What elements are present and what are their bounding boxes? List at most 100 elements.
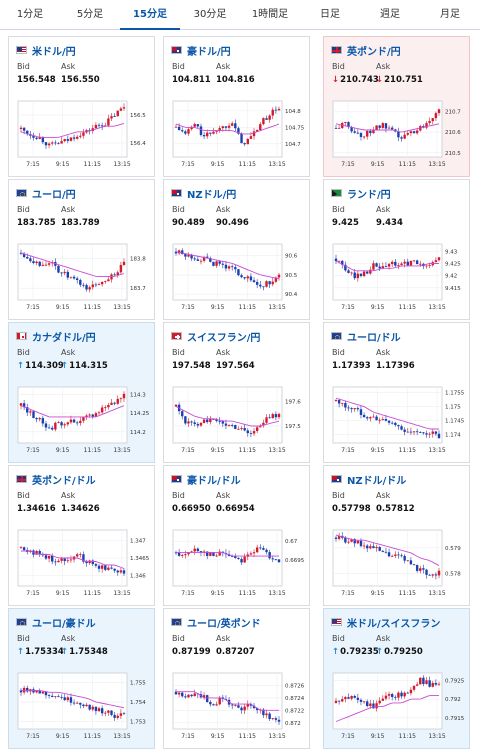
tab-3[interactable]: 15分足 <box>120 0 180 30</box>
candle-body <box>359 409 363 415</box>
candle-body <box>252 705 256 709</box>
rate-card-usdjpy[interactable]: 米ドル/円 Bid 156.548 Ask 156.550 7:15 9:15 11:15 13… <box>8 36 155 177</box>
tab-7[interactable]: 週足 <box>380 9 400 20</box>
candle-body <box>184 416 187 424</box>
bid-number: 1.75334 <box>25 647 64 657</box>
y-tick-label: 210.7 <box>445 109 461 115</box>
candle-body <box>38 136 41 139</box>
currency-pair-link[interactable]: ランド/円 <box>331 186 391 201</box>
x-tick-label: 9:15 <box>211 161 225 168</box>
candle-body <box>403 429 406 432</box>
candle-body <box>375 703 378 709</box>
rate-card-gbpusd[interactable]: 英ポンド/ドル Bid 1.34616 Ask 1.34626 7:15 9:15 11:15… <box>8 465 155 606</box>
candle-body <box>419 677 422 685</box>
bid-label: Bid <box>172 348 185 357</box>
candle-body <box>91 414 94 417</box>
candle-body <box>22 403 26 408</box>
currency-pair-name[interactable]: 豪ドル/ドル <box>187 475 241 487</box>
candle-body <box>262 286 265 288</box>
candle-body <box>378 700 381 704</box>
rate-card-usdchf[interactable]: 米ドル/スイスフラン Bid ↑0.79235 Ask ↑0.79250 7:15 9:15… <box>323 608 470 749</box>
candle-body <box>246 276 249 279</box>
tab-4[interactable]: 30分足 <box>193 9 227 20</box>
rate-card-zarjpy[interactable]: ランド/円 Bid 9.425 Ask 9.434 7:15 9:15 11:15 13:15 9… <box>323 179 470 320</box>
candle-body <box>209 132 212 134</box>
candle-body <box>35 418 38 420</box>
rate-card-eurusd[interactable]: ユーロ/ドル Bid 1.17393 Ask 1.17396 7:15 9:15 11:15 1… <box>323 322 470 463</box>
tab-1[interactable]: 1分足 <box>16 9 44 20</box>
currency-pair-link[interactable]: ユーロ/英ポンド <box>171 615 261 630</box>
rate-card-gbpjpy[interactable]: 英ポンド/円 Bid ↓210.743 Ask ↓210.751 7:15 9:15 11:1… <box>323 36 470 177</box>
ask-number: 114.315 <box>69 361 108 371</box>
currency-pair-link[interactable]: ユーロ/豪ドル <box>16 615 96 630</box>
plot-frame <box>332 243 443 301</box>
currency-pair-name[interactable]: 米ドル/スイスフラン <box>347 618 441 630</box>
candle-body <box>190 126 193 130</box>
currency-pair-name[interactable]: NZドル/円 <box>187 189 237 201</box>
tab-2[interactable]: 5分足 <box>76 9 104 20</box>
candle-body <box>419 568 422 571</box>
candle-body <box>409 131 413 134</box>
currency-pair-name[interactable]: ユーロ/英ポンド <box>187 618 261 630</box>
currency-pair-name[interactable]: 英ポンド/ドル <box>32 475 96 487</box>
currency-pair-name[interactable]: 米ドル/円 <box>32 46 76 58</box>
candle-body <box>215 419 218 421</box>
currency-pair-link[interactable]: NZドル/ドル <box>331 472 407 487</box>
currency-pair-link[interactable]: ユーロ/円 <box>16 186 76 201</box>
currency-pair-link[interactable]: スイスフラン/円 <box>171 329 261 344</box>
candle-body <box>265 417 268 423</box>
currency-pair-name[interactable]: カナダドル/円 <box>32 332 96 344</box>
candle-body <box>341 699 344 702</box>
candle-body <box>181 250 184 255</box>
rate-card-cadjpy[interactable]: カナダドル/円 Bid ↑114.309 Ask ↑114.315 7:15 9:15 11:… <box>8 322 155 463</box>
rate-card-nzdusd[interactable]: NZドル/ドル Bid 0.57798 Ask 0.57812 7:15 9:15 11:15… <box>323 465 470 606</box>
candle-body <box>41 136 45 143</box>
gb-jp-flag-icon <box>331 46 342 54</box>
currency-pair-name[interactable]: NZドル/ドル <box>347 475 407 487</box>
currency-pair-name[interactable]: ユーロ/ドル <box>347 332 401 344</box>
currency-pair-link[interactable]: 英ポンド/円 <box>331 43 401 58</box>
ask-label: Ask <box>61 634 76 643</box>
ask-label: Ask <box>216 634 231 643</box>
rate-card-audjpy[interactable]: 豪ドル/円 Bid 104.811 Ask 104.816 7:15 9:15 11:15 13… <box>163 36 310 177</box>
y-tick-label: 197.6 <box>285 400 301 406</box>
candle-body <box>94 564 98 566</box>
candle-body <box>237 128 240 134</box>
currency-pair-name[interactable]: ランド/円 <box>347 189 391 201</box>
candle-body <box>174 126 178 128</box>
currency-pair-link[interactable]: 豪ドル/円 <box>171 43 231 58</box>
currency-pair-link[interactable]: ユーロ/ドル <box>331 329 401 344</box>
rate-card-eurjpy[interactable]: ユーロ/円 Bid 183.785 Ask 183.789 7:15 9:15 11:15 13… <box>8 179 155 320</box>
currency-pair-name[interactable]: スイスフラン/円 <box>187 332 261 344</box>
currency-pair-link[interactable]: 豪ドル/ドル <box>171 472 241 487</box>
currency-pair-link[interactable]: 米ドル/スイスフラン <box>331 615 441 630</box>
currency-pair-link[interactable]: NZドル/円 <box>171 186 237 201</box>
tab-6[interactable]: 日足 <box>320 9 340 20</box>
currency-pair-link[interactable]: 米ドル/円 <box>16 43 76 58</box>
candle-body <box>431 574 434 576</box>
moving-average-line <box>20 252 125 277</box>
currency-pair-name[interactable]: ユーロ/円 <box>32 189 76 201</box>
rate-card-audusd[interactable]: 豪ドル/ドル Bid 0.66950 Ask 0.66954 7:15 9:15 11:15 1… <box>163 465 310 606</box>
tab-5[interactable]: 1時間足 <box>251 9 289 20</box>
candle-body <box>218 128 221 131</box>
x-tick-label: 9:15 <box>56 161 70 168</box>
currency-pair-name[interactable]: ユーロ/豪ドル <box>32 618 96 630</box>
rate-card-eurgbp[interactable]: ユーロ/英ポンド Bid 0.87199 Ask 0.87207 7:15 9:15 11:1… <box>163 608 310 749</box>
ask-label: Ask <box>216 491 231 500</box>
candle-body <box>428 680 431 687</box>
currency-pair-name[interactable]: 豪ドル/円 <box>187 46 231 58</box>
rate-card-nzdjpy[interactable]: NZドル/円 Bid 90.489 Ask 90.496 7:15 9:15 11:15 13:… <box>163 179 310 320</box>
candle-body <box>104 712 107 714</box>
candle-body <box>372 416 375 418</box>
candle-body <box>116 570 119 573</box>
tab-8[interactable]: 月足 <box>440 9 460 20</box>
candle-body <box>428 265 431 267</box>
ask-value: ↑1.75348 <box>61 647 108 657</box>
rate-card-chfjpy[interactable]: スイスフラン/円 Bid 197.548 Ask 197.564 7:15 9:15 11:1… <box>163 322 310 463</box>
candle-body <box>60 141 63 144</box>
currency-pair-name[interactable]: 英ポンド/円 <box>347 46 401 58</box>
rate-card-euraud[interactable]: ユーロ/豪ドル Bid ↑1.75334 Ask ↑1.75348 7:15 9:15 11:… <box>8 608 155 749</box>
currency-pair-link[interactable]: カナダドル/円 <box>16 329 96 344</box>
currency-pair-link[interactable]: 英ポンド/ドル <box>16 472 96 487</box>
